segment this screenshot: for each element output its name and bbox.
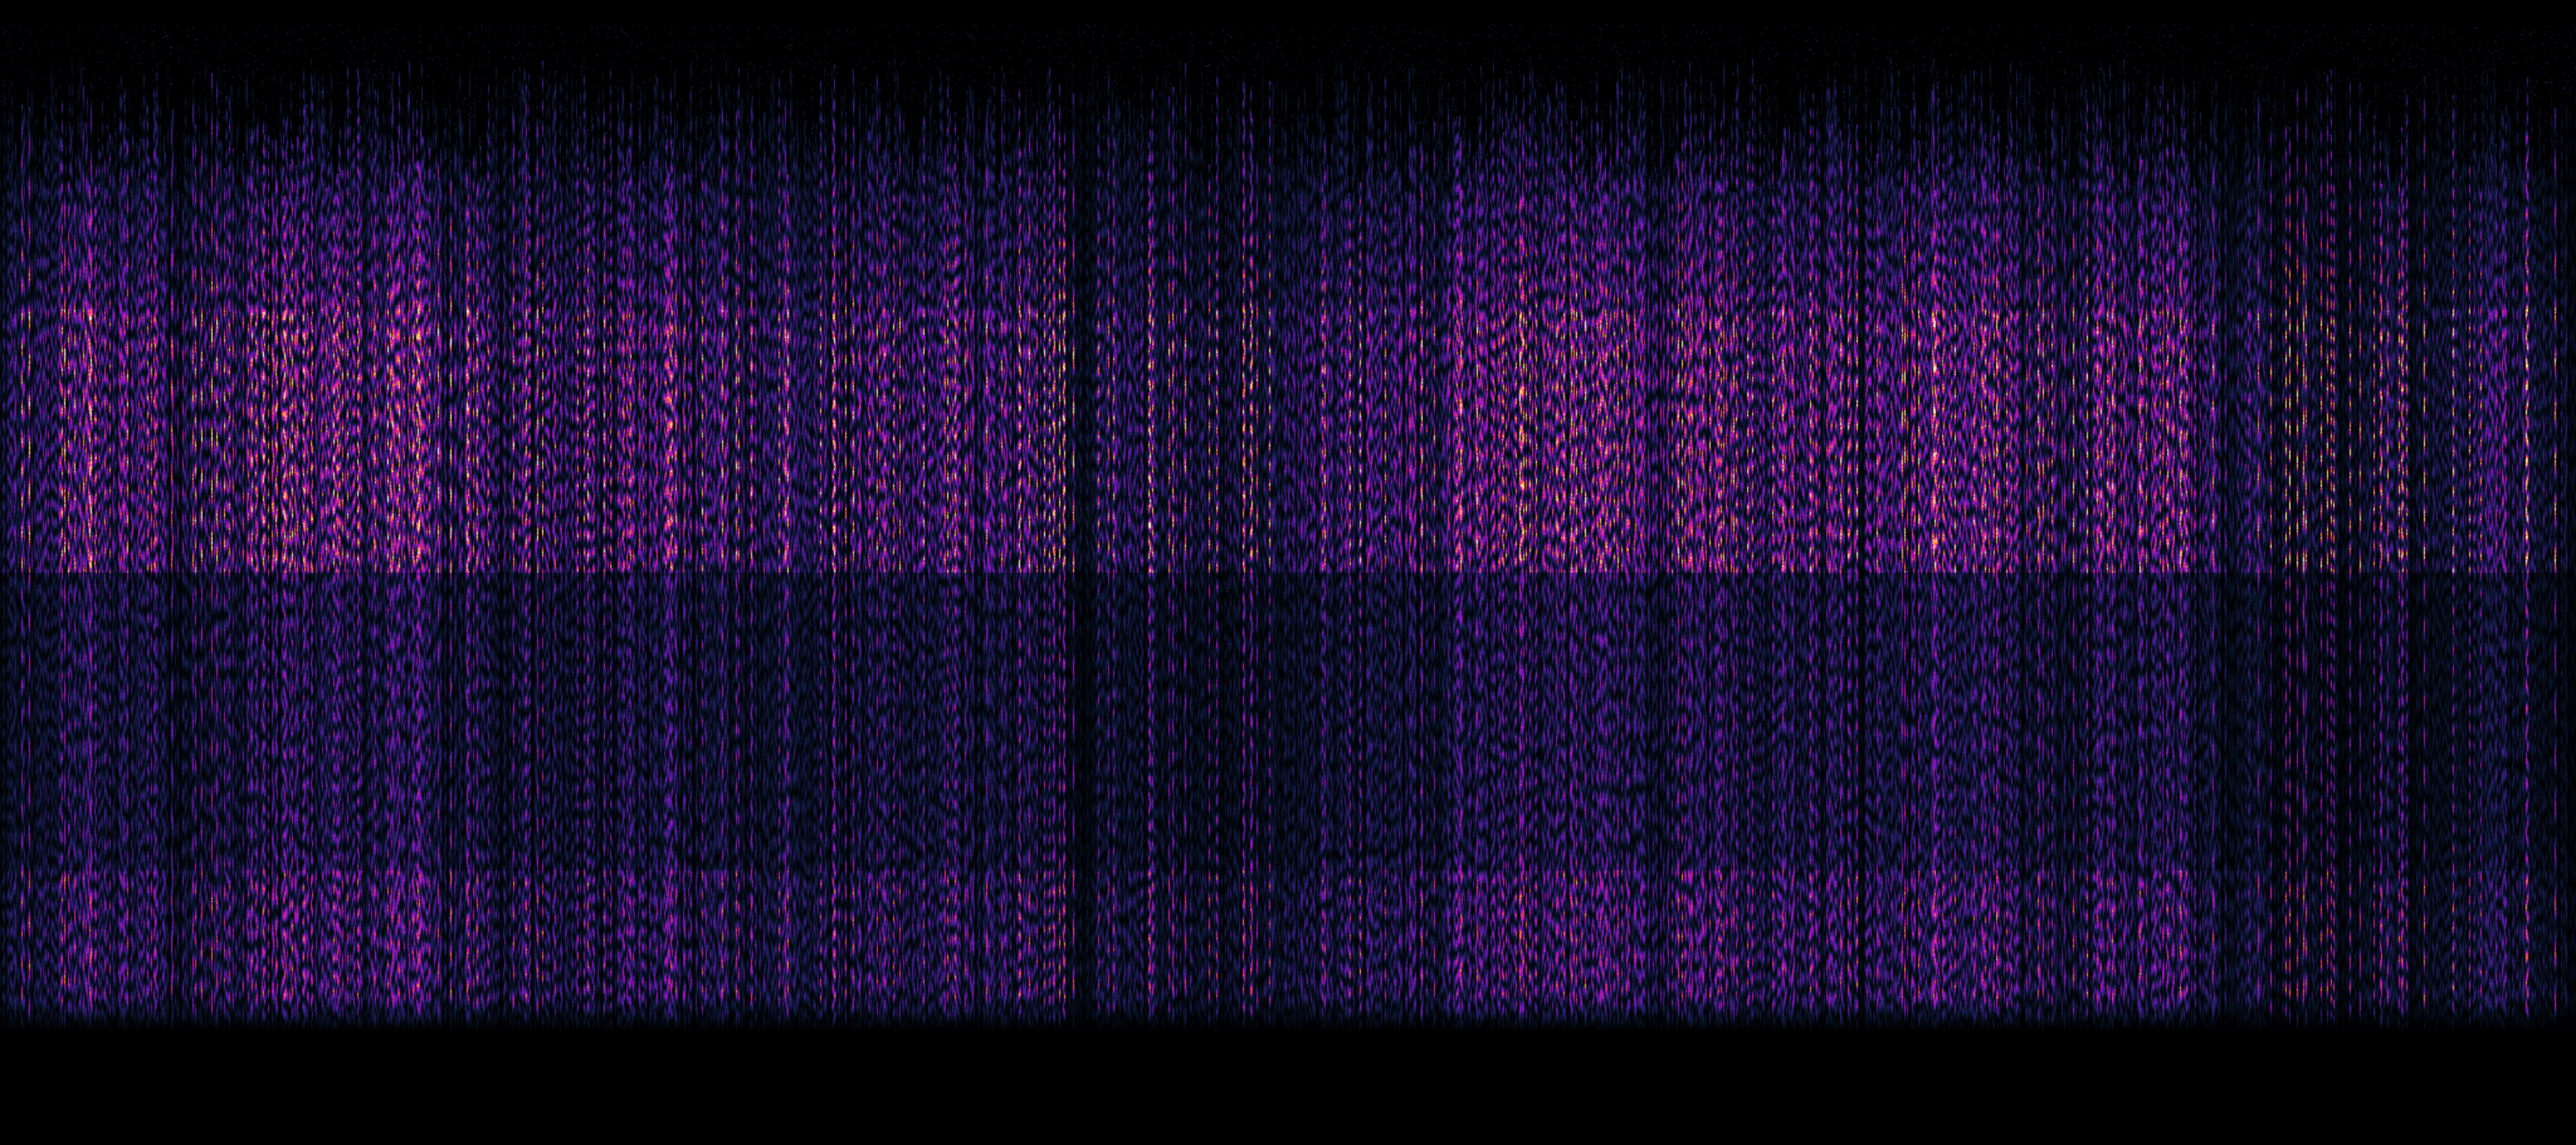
spectrogram-image <box>0 0 2576 1145</box>
